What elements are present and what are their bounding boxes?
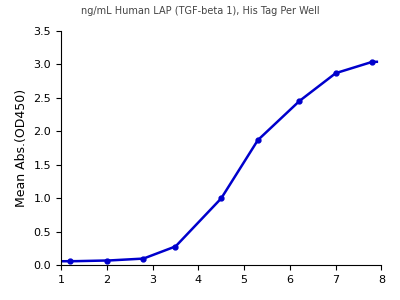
Y-axis label: Mean Abs.(OD450): Mean Abs.(OD450): [15, 89, 28, 207]
Text: ng/mL Human LAP (TGF-beta 1), His Tag Per Well: ng/mL Human LAP (TGF-beta 1), His Tag Pe…: [81, 6, 319, 16]
